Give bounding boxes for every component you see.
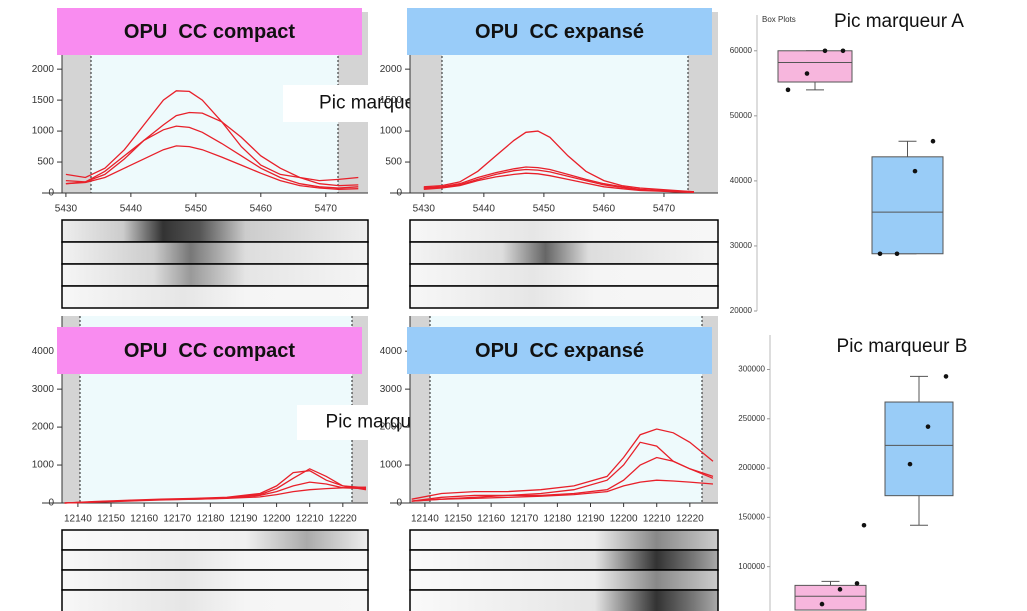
y-tick-label: 20000: [730, 306, 753, 315]
data-point: [862, 523, 867, 528]
data-point: [805, 71, 810, 76]
x-tick-label: 12220: [329, 514, 357, 525]
data-point: [855, 581, 860, 586]
x-tick-label: 12160: [477, 514, 505, 525]
panel-title: OPU CC expansé: [475, 21, 644, 43]
y-tick-label: 40000: [730, 176, 753, 185]
box-title: Pic marqueur B: [837, 336, 968, 357]
x-tick-label: 5430: [55, 204, 78, 215]
y-tick-label: 2000: [380, 64, 403, 75]
y-tick-label: 1500: [32, 95, 55, 106]
box-title: Pic marqueur A: [834, 11, 964, 32]
figure: 0 500 1000 1500 2000 5430 5440 5450 5460 5470 OPU …: [0, 0, 1027, 611]
x-tick-label: 5460: [593, 204, 616, 215]
data-point: [878, 251, 883, 256]
y-tick-label: 1500: [380, 95, 403, 106]
y-tick-label: 4000: [32, 346, 55, 357]
y-tick-label: 1000: [32, 126, 55, 137]
data-point: [841, 48, 846, 53]
chart-panel: 20000 30000 40000 50000 60000 Pic marqueur A B…: [720, 5, 1000, 315]
y-tick-label: 150000: [738, 512, 765, 521]
box-subtitle: Box Plots: [762, 15, 796, 24]
y-tick-label: 2000: [32, 422, 55, 433]
data-point: [908, 462, 913, 467]
x-tick-label: 12200: [263, 514, 291, 525]
x-tick-label: 12190: [577, 514, 605, 525]
y-tick-label: 2000: [380, 422, 403, 433]
x-tick-label: 12180: [543, 514, 571, 525]
y-tick-label: 250000: [738, 414, 765, 423]
y-tick-label: 500: [385, 157, 402, 168]
y-tick-label: 60000: [730, 46, 753, 55]
y-tick-label: 50000: [730, 111, 753, 120]
box: [795, 585, 866, 610]
x-tick-label: 5450: [185, 204, 208, 215]
x-tick-label: 5460: [250, 204, 273, 215]
y-tick-label: 1000: [380, 460, 403, 471]
x-tick-label: 5440: [120, 204, 143, 215]
data-point: [926, 424, 931, 429]
y-tick-label: 2000: [32, 64, 55, 75]
x-tick-label: 12220: [676, 514, 704, 525]
x-tick-label: 12210: [296, 514, 324, 525]
y-tick-label: 1000: [32, 460, 55, 471]
x-tick-label: 12140: [411, 514, 439, 525]
data-point: [823, 48, 828, 53]
y-tick-label: 0: [48, 498, 54, 509]
y-tick-label: 3000: [32, 384, 55, 395]
y-tick-label: 300000: [738, 365, 765, 374]
box: [778, 51, 852, 82]
y-tick-label: 30000: [730, 241, 753, 250]
x-tick-label: 12160: [130, 514, 158, 525]
x-tick-label: 12210: [643, 514, 671, 525]
y-tick-label: 100000: [738, 562, 765, 571]
data-point: [944, 374, 949, 379]
y-tick-label: 0: [396, 188, 402, 199]
data-point: [838, 587, 843, 592]
x-tick-label: 5450: [533, 204, 556, 215]
x-tick-label: 5470: [653, 204, 676, 215]
data-point: [786, 88, 791, 93]
x-tick-label: 5440: [473, 204, 496, 215]
data-point: [820, 602, 825, 607]
data-point: [913, 169, 918, 174]
x-tick-label: 5430: [413, 204, 436, 215]
x-tick-label: 12150: [97, 514, 125, 525]
chart-panel: 0 1000 2000 3000 4000 12140 12150 12160 12170 121…: [380, 316, 718, 525]
x-tick-label: 12140: [64, 514, 92, 525]
y-tick-label: 1000: [380, 126, 403, 137]
y-tick-label: 500: [37, 157, 54, 168]
x-tick-label: 12150: [444, 514, 472, 525]
x-tick-label: 12170: [510, 514, 538, 525]
chart-panel: 100000 150000 200000 250000 300000 Pic marque…: [720, 325, 1000, 611]
y-tick-label: 0: [48, 188, 54, 199]
x-tick-label: 12200: [610, 514, 638, 525]
box: [872, 157, 943, 254]
chart-panel: 0 500 1000 1500 2000 5430 5440 5450 5460 5470 OPU …: [380, 8, 718, 215]
panel-title: OPU CC compact: [124, 21, 295, 43]
box: [885, 402, 953, 496]
y-tick-label: 0: [396, 498, 402, 509]
x-tick-label: 12190: [230, 514, 258, 525]
panel-title: OPU CC expansé: [475, 340, 644, 362]
x-tick-label: 12180: [196, 514, 224, 525]
plot-background: [720, 5, 1000, 311]
y-tick-label: 3000: [380, 384, 403, 395]
data-point: [895, 251, 900, 256]
y-tick-label: 200000: [738, 463, 765, 472]
data-point: [931, 139, 936, 144]
panel-title: OPU CC compact: [124, 340, 295, 362]
y-tick-label: 4000: [380, 346, 403, 357]
x-tick-label: 5470: [315, 204, 338, 215]
x-tick-label: 12170: [163, 514, 191, 525]
